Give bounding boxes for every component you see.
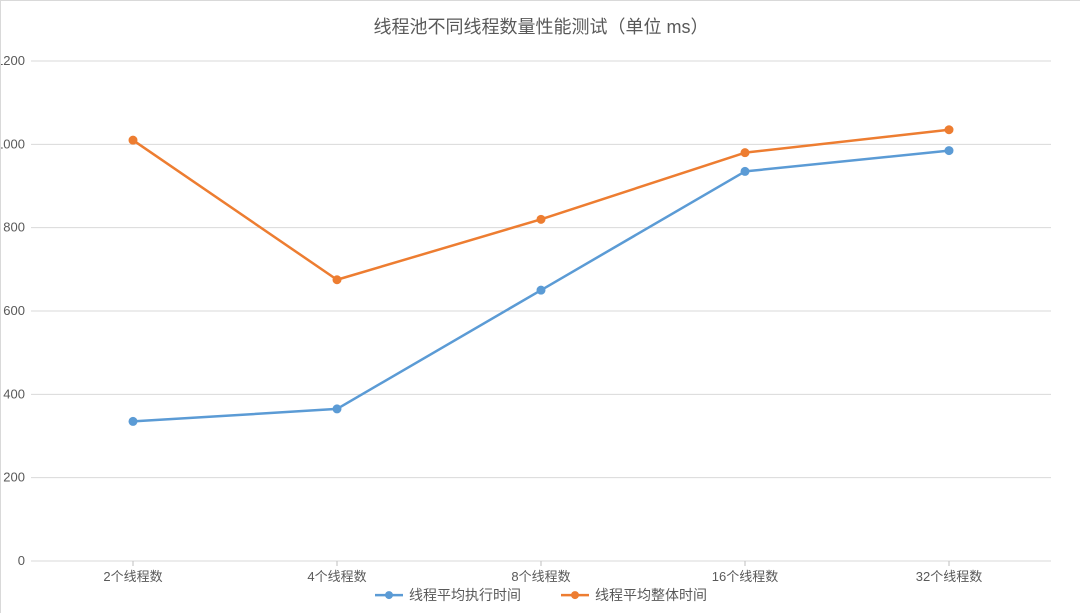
series-marker-0 xyxy=(945,147,953,155)
series-marker-1 xyxy=(537,215,545,223)
series-marker-1 xyxy=(129,136,137,144)
series-marker-1 xyxy=(945,126,953,134)
y-tick-label: 1000 xyxy=(1,136,25,151)
x-category-label: 16个线程数 xyxy=(712,569,778,584)
x-category-label: 8个线程数 xyxy=(511,569,570,584)
y-tick-label: 600 xyxy=(3,303,25,318)
series-marker-0 xyxy=(129,417,137,425)
series-marker-0 xyxy=(333,405,341,413)
series-marker-0 xyxy=(741,167,749,175)
y-tick-label: 800 xyxy=(3,220,25,235)
series-marker-1 xyxy=(333,276,341,284)
y-tick-label: 0 xyxy=(18,553,25,568)
x-category-label: 2个线程数 xyxy=(103,569,162,584)
series-marker-0 xyxy=(537,286,545,294)
chart-container: 0 200 400 600 800 1000 1200 2个线程数 4个线程数 8个线程数 16个线… xyxy=(0,0,1080,613)
legend-label: 线程平均执行时间 xyxy=(409,587,521,603)
x-category-label: 32个线程数 xyxy=(916,569,982,584)
series-marker-1 xyxy=(741,149,749,157)
chart-title: 线程池不同线程数量性能测试（单位 ms） xyxy=(374,17,709,37)
y-tick-label: 200 xyxy=(3,470,25,485)
y-tick-label: 400 xyxy=(3,386,25,401)
legend-label: 线程平均整体时间 xyxy=(595,587,707,603)
line-chart: 0 200 400 600 800 1000 1200 2个线程数 4个线程数 8个线程数 16个线… xyxy=(1,1,1080,614)
x-category-label: 4个线程数 xyxy=(307,569,366,584)
y-tick-label: 1200 xyxy=(1,53,25,68)
